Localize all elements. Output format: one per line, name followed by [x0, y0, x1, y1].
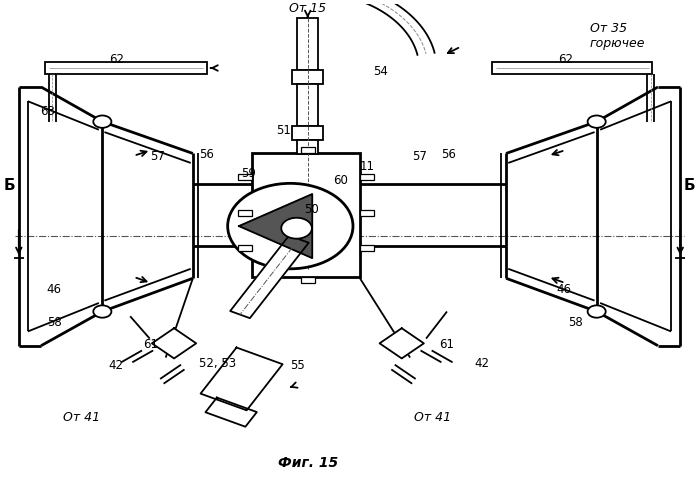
Circle shape	[228, 184, 353, 269]
Bar	[292, 127, 323, 140]
Text: Фиг. 15: Фиг. 15	[278, 455, 338, 469]
Text: 42: 42	[475, 356, 489, 369]
Polygon shape	[230, 236, 309, 319]
Bar	[238, 175, 252, 181]
Text: 63: 63	[41, 105, 55, 118]
Text: Б: Б	[684, 178, 695, 192]
Text: От 15: От 15	[289, 2, 326, 15]
Circle shape	[588, 116, 606, 129]
Text: От 35
горючее: От 35 горючее	[590, 22, 645, 49]
Bar	[301, 148, 315, 154]
Text: 42: 42	[109, 359, 124, 372]
Bar	[292, 71, 323, 84]
Polygon shape	[201, 348, 282, 410]
Text: 62: 62	[109, 53, 124, 66]
Circle shape	[281, 218, 312, 239]
Bar	[297, 140, 318, 155]
Text: 61: 61	[440, 337, 454, 350]
Bar	[360, 210, 374, 216]
Text: 57: 57	[412, 150, 426, 163]
Text: 57: 57	[150, 150, 166, 163]
Bar	[297, 84, 318, 127]
Bar	[360, 175, 374, 181]
Text: 55: 55	[290, 359, 305, 372]
Bar	[45, 63, 207, 75]
Circle shape	[93, 116, 111, 129]
Bar	[238, 246, 252, 252]
Polygon shape	[239, 194, 312, 259]
Text: 46: 46	[556, 283, 572, 296]
Polygon shape	[380, 328, 424, 359]
Text: От 41: От 41	[63, 410, 100, 423]
Text: 58: 58	[568, 315, 583, 328]
Text: 60: 60	[333, 174, 348, 187]
Circle shape	[93, 306, 111, 318]
Bar	[360, 246, 374, 252]
Circle shape	[588, 306, 606, 318]
Bar	[238, 210, 252, 216]
Text: 46: 46	[47, 283, 62, 296]
Text: 58: 58	[47, 315, 62, 328]
Text: 61: 61	[143, 337, 159, 350]
Text: 62: 62	[558, 53, 572, 66]
Text: 59: 59	[241, 167, 256, 180]
Text: 56: 56	[442, 148, 456, 161]
Text: Б: Б	[4, 178, 15, 192]
Polygon shape	[152, 328, 196, 359]
Bar	[492, 63, 652, 75]
Bar	[252, 154, 360, 277]
Text: 52, 53: 52, 53	[199, 356, 236, 369]
Polygon shape	[206, 398, 257, 427]
Text: 50: 50	[304, 202, 319, 215]
Text: От 41: От 41	[415, 410, 452, 423]
Bar	[301, 277, 315, 284]
Text: 11: 11	[359, 159, 375, 172]
Text: 51: 51	[277, 124, 291, 137]
Text: 56: 56	[199, 148, 214, 161]
Bar	[297, 19, 318, 71]
Text: 54: 54	[373, 65, 388, 78]
